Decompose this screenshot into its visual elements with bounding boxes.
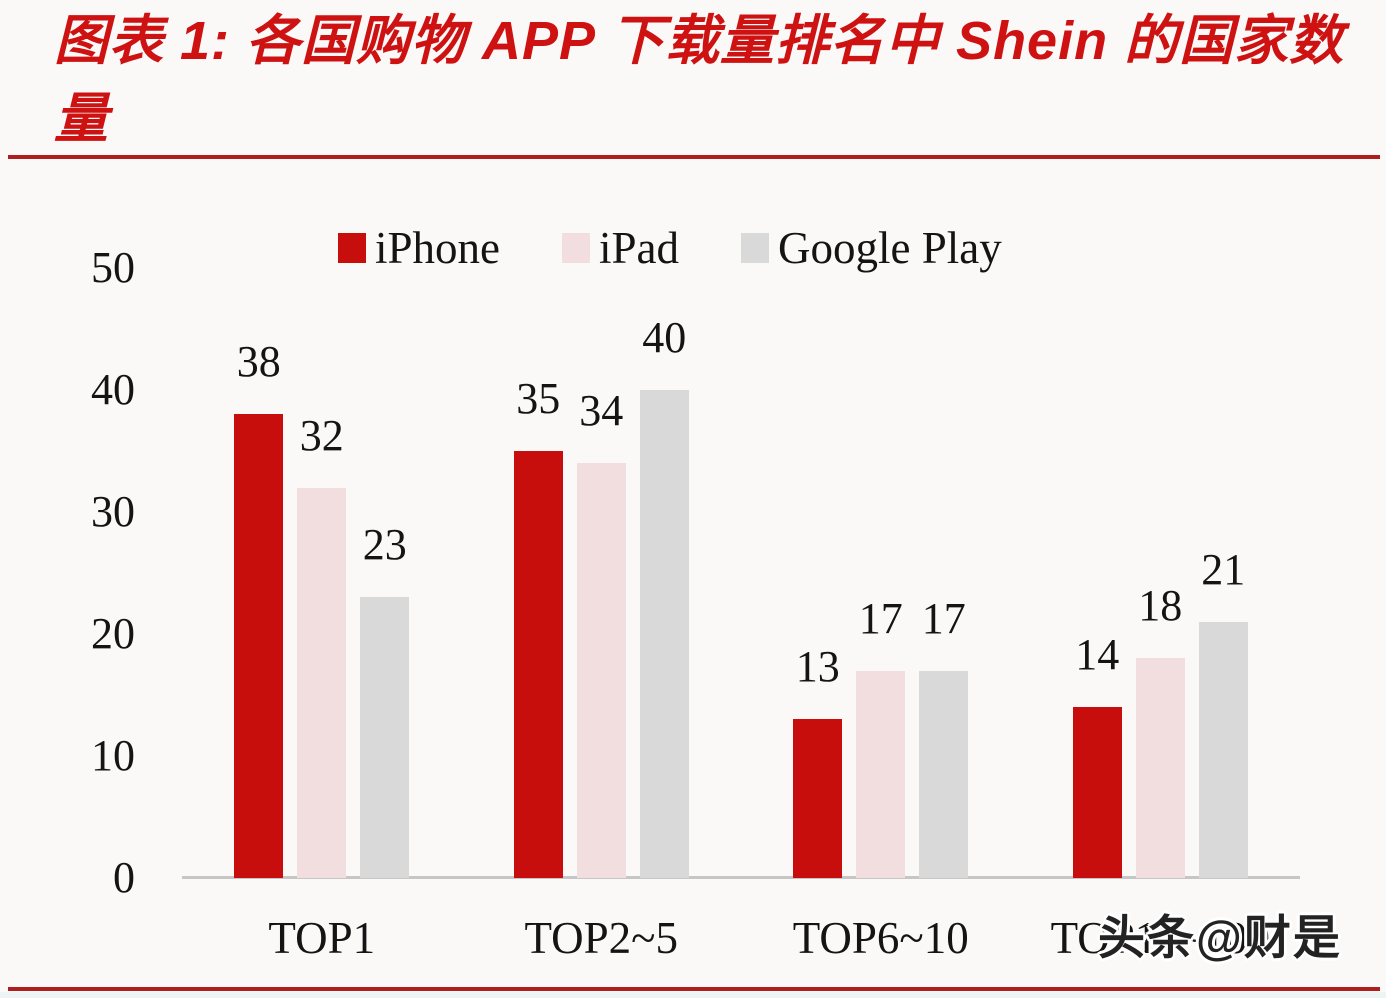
legend-label-google-play: Google Play: [778, 222, 1002, 273]
bar-ipad-top11-100: [1135, 658, 1185, 878]
chart-title-line2: 量: [54, 89, 109, 149]
chart-legend: iPhone iPad Google Play: [338, 222, 1002, 274]
bottom-divider-line: [8, 987, 1380, 991]
legend-label-iphone: iPhone: [375, 222, 501, 273]
bar-iphone-top1: [234, 414, 284, 878]
data-label-google-play-top2-5: 40: [642, 313, 687, 362]
bar-iphone-top2-5: [513, 451, 563, 878]
bar-ipad-top1: [297, 487, 347, 878]
y-axis-tick-label-0: 0: [113, 853, 135, 902]
bottom-edge-strip: [0, 992, 1386, 998]
x-axis-category-label-top2-5: TOP2~5: [524, 913, 679, 963]
data-label-iphone-top11-100: 14: [1075, 630, 1120, 680]
legend-item-iphone: iPhone: [338, 222, 501, 273]
legend-item-google-play: Google Play: [741, 222, 1002, 273]
legend-swatch-ipad: [562, 233, 591, 263]
watermark-text: 头条@财是: [1098, 911, 1342, 964]
legend-swatch-iphone: [338, 233, 366, 263]
title-divider-line: [8, 155, 1380, 159]
chart-title-line1: 图表 1: 各国购物 APP 下载量排名中 Shein 的国家数: [54, 11, 1345, 71]
bar-google-play-top6-10: [919, 670, 969, 878]
data-label-google-play-top1: 23: [362, 520, 407, 570]
data-label-ipad-top2-5: 34: [579, 386, 624, 436]
bar-iphone-top11-100: [1072, 707, 1122, 878]
x-axis-category-label-top6-10: TOP6~10: [792, 913, 969, 963]
data-label-ipad-top11-100: 18: [1138, 581, 1183, 631]
bar-iphone-top6-10: [793, 719, 843, 878]
data-label-iphone-top2-5: 35: [516, 374, 561, 423]
y-axis-tick-label-20: 20: [91, 609, 135, 658]
y-axis-tick-label-10: 10: [91, 731, 135, 780]
legend-item-ipad: iPad: [562, 222, 680, 273]
y-axis-tick-label-40: 40: [91, 365, 135, 414]
bar-ipad-top6-10: [856, 670, 906, 878]
bar-ipad-top2-5: [576, 463, 626, 878]
x-axis-category-label-top11-100: TOP11~100: [1050, 913, 1270, 963]
bar-google-play-top1: [360, 597, 410, 878]
data-label-iphone-top6-10: 13: [795, 642, 840, 692]
data-label-google-play-top11-100: 21: [1201, 544, 1246, 594]
x-axis-category-label-top1: TOP1: [268, 913, 376, 963]
chart-title: 图表 1: 各国购物 APP 下载量排名中 Shein 的国家数 量: [54, 2, 1354, 158]
y-axis-tick-label-30: 30: [91, 487, 135, 536]
y-axis-tick-label-50: 50: [91, 243, 135, 292]
data-label-iphone-top1: 38: [236, 337, 281, 387]
legend-label-ipad: iPad: [599, 222, 680, 273]
data-label-ipad-top6-10: 17: [858, 593, 903, 643]
bar-google-play-top11-100: [1198, 621, 1248, 878]
legend-swatch-google-play: [741, 233, 770, 263]
x-axis-line: [182, 876, 1300, 879]
bar-google-play-top2-5: [639, 390, 689, 878]
data-label-ipad-top1: 32: [299, 410, 344, 460]
data-label-google-play-top6-10: 17: [921, 593, 966, 643]
